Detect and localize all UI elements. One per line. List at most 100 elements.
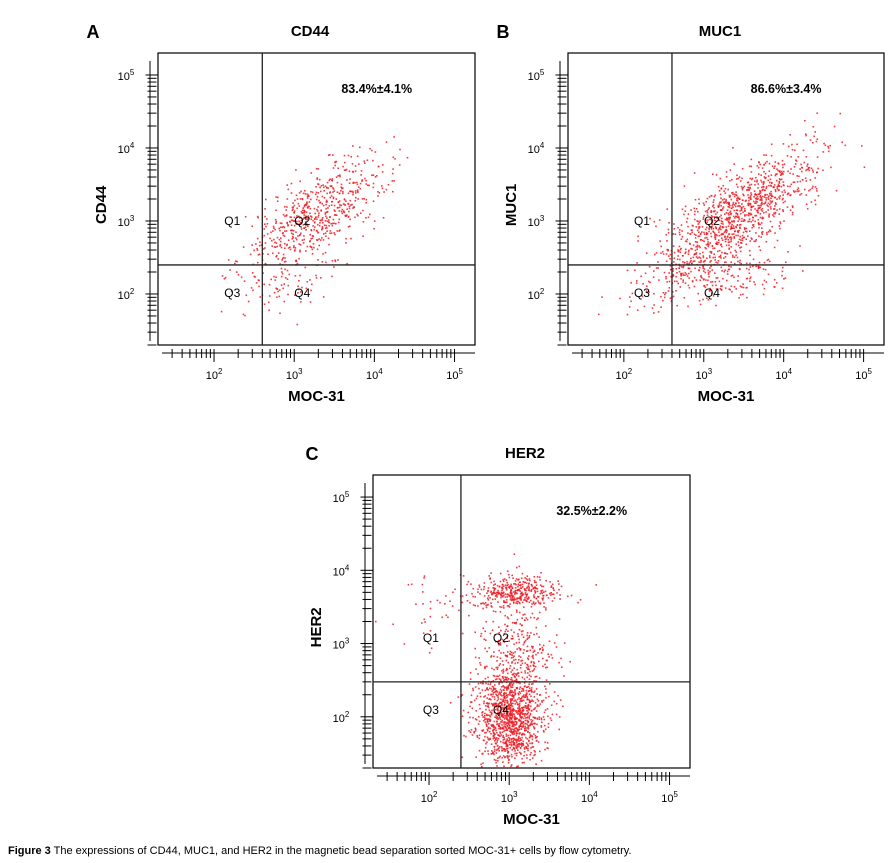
event-point xyxy=(672,233,675,235)
event-point xyxy=(505,676,507,679)
event-point xyxy=(303,211,305,214)
event-point xyxy=(755,202,757,205)
event-point xyxy=(510,753,513,756)
event-point xyxy=(314,226,316,228)
event-point xyxy=(311,283,313,286)
event-point xyxy=(737,231,739,234)
event-point xyxy=(273,275,275,278)
event-point xyxy=(468,730,470,732)
event-point xyxy=(291,235,294,238)
event-point xyxy=(708,207,710,209)
event-point xyxy=(301,239,304,241)
event-point xyxy=(497,703,499,706)
event-point xyxy=(754,283,756,286)
event-point xyxy=(299,198,302,200)
event-point xyxy=(506,655,508,658)
event-point xyxy=(500,593,502,595)
event-point xyxy=(527,668,529,670)
event-point xyxy=(500,594,503,597)
event-point xyxy=(468,614,470,617)
event-point xyxy=(711,220,713,222)
event-point xyxy=(506,696,509,698)
event-point xyxy=(340,204,342,207)
event-point xyxy=(816,138,819,140)
event-point xyxy=(725,252,727,255)
event-point xyxy=(298,205,301,207)
event-point xyxy=(732,147,734,149)
event-point xyxy=(530,689,533,691)
event-point xyxy=(529,735,532,737)
event-point xyxy=(758,193,760,195)
event-point xyxy=(272,225,275,228)
event-point xyxy=(525,722,527,725)
event-point xyxy=(710,265,712,267)
event-point xyxy=(509,653,512,656)
event-point xyxy=(761,189,763,192)
event-point xyxy=(559,594,561,596)
event-point xyxy=(509,706,512,709)
event-point xyxy=(759,194,762,197)
event-point xyxy=(754,202,756,204)
event-point xyxy=(493,720,496,723)
event-point xyxy=(377,165,380,168)
event-point xyxy=(490,656,492,658)
event-point xyxy=(719,177,722,180)
event-point xyxy=(742,211,744,214)
event-point xyxy=(538,611,541,614)
event-point xyxy=(520,717,523,720)
event-point xyxy=(579,599,582,601)
event-point xyxy=(702,251,704,254)
event-point xyxy=(524,619,526,621)
event-point xyxy=(361,198,364,200)
q2-percentage-annotation: 32.5%±2.2% xyxy=(556,504,627,518)
event-point xyxy=(526,575,529,577)
event-point xyxy=(718,280,721,283)
event-point xyxy=(523,694,525,696)
event-point xyxy=(348,210,350,213)
event-point xyxy=(506,747,509,750)
event-point xyxy=(473,731,475,733)
event-point xyxy=(647,280,650,283)
event-point xyxy=(761,199,763,202)
event-point xyxy=(535,626,538,629)
event-point xyxy=(685,251,687,253)
event-point xyxy=(516,592,518,595)
event-point xyxy=(758,261,761,264)
event-point xyxy=(321,261,324,263)
event-point xyxy=(725,229,727,231)
event-point xyxy=(525,589,527,592)
event-point xyxy=(493,655,495,658)
event-point xyxy=(524,589,526,591)
event-point xyxy=(692,256,695,259)
event-point xyxy=(502,739,505,741)
event-point xyxy=(695,253,697,255)
event-point xyxy=(498,626,500,628)
event-point xyxy=(782,173,784,175)
event-point xyxy=(801,166,803,169)
event-point xyxy=(332,191,334,193)
event-point xyxy=(492,689,494,692)
event-point xyxy=(517,635,519,637)
event-point xyxy=(782,209,784,211)
event-point xyxy=(324,232,327,234)
event-point xyxy=(474,647,476,650)
x-tick-label: 103 xyxy=(695,367,712,382)
event-point xyxy=(762,268,765,270)
event-point xyxy=(773,186,775,189)
event-point xyxy=(345,168,348,171)
event-point xyxy=(361,180,363,182)
event-point xyxy=(795,160,798,162)
event-point xyxy=(341,187,343,190)
event-point xyxy=(518,601,521,604)
event-point xyxy=(513,622,516,624)
event-point xyxy=(328,154,331,156)
event-point xyxy=(720,197,722,199)
event-point xyxy=(519,700,521,703)
event-point xyxy=(510,764,513,766)
event-point xyxy=(518,711,521,713)
event-point xyxy=(295,237,297,239)
event-point xyxy=(757,222,760,224)
event-point xyxy=(519,720,522,722)
event-point xyxy=(371,149,373,152)
event-point xyxy=(730,226,733,229)
